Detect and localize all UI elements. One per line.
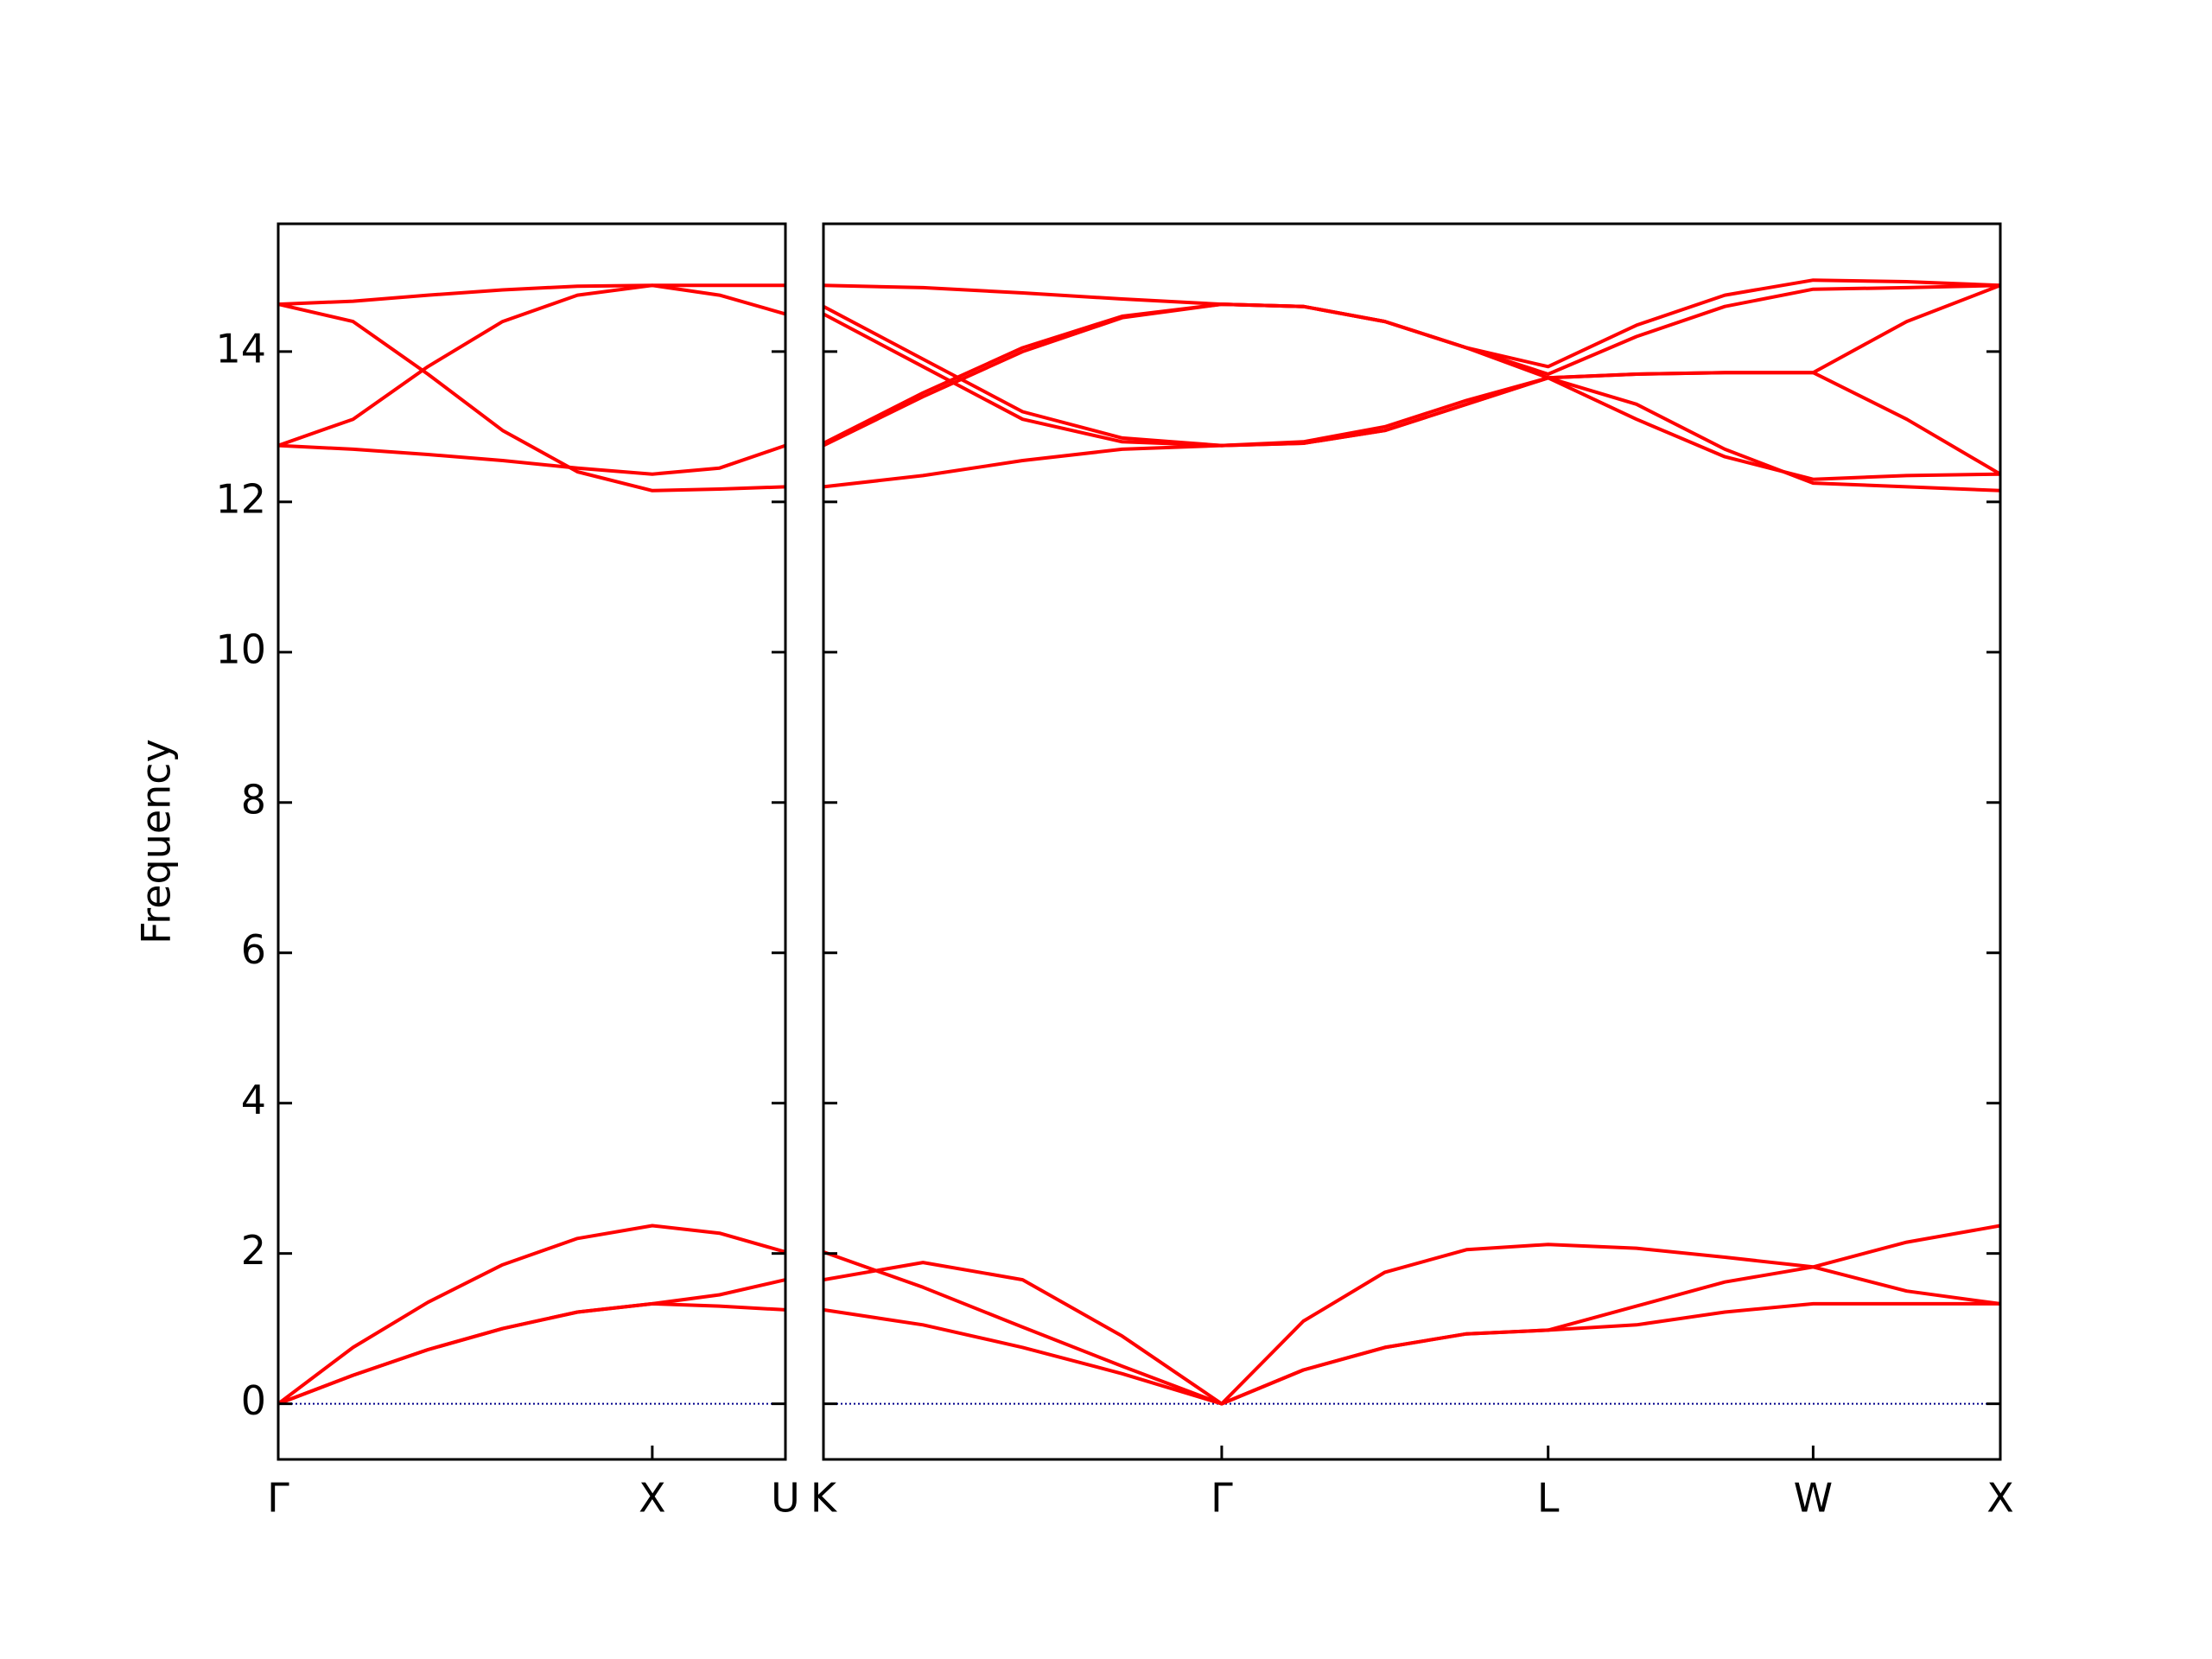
plot-frame [276, 222, 787, 1461]
y-tick-label: 6 [241, 926, 266, 973]
band-line [823, 376, 2001, 493]
x-tick-label: U [771, 1475, 800, 1522]
band-line [277, 283, 786, 448]
x-tick-label: Γ [267, 1475, 289, 1522]
y-tick-label: 0 [241, 1377, 266, 1424]
y-tick-label: 14 [215, 325, 266, 372]
y-axis-label: Frequency [133, 739, 180, 944]
x-tick-label: Γ [1211, 1475, 1233, 1522]
x-tick-label: K [810, 1475, 838, 1522]
x-tick-label: X [639, 1475, 666, 1522]
y-tick-label: 2 [241, 1227, 266, 1274]
x-tick-label: W [1794, 1475, 1833, 1522]
band-line [277, 1301, 786, 1406]
band-line [823, 312, 2002, 476]
band-line [277, 443, 786, 476]
band-line [277, 1278, 786, 1406]
y-tick-label: 12 [215, 475, 266, 522]
band-line [276, 1224, 786, 1406]
band-line [277, 302, 786, 493]
y-tick-label: 4 [241, 1077, 266, 1123]
x-tick-label: L [1537, 1475, 1560, 1522]
band-line [823, 304, 2001, 481]
band-line [823, 1224, 2001, 1406]
band-line [823, 1261, 2001, 1406]
y-tick-label: 8 [241, 776, 266, 823]
band-line [277, 283, 785, 307]
band-line [823, 283, 2001, 380]
x-tick-label: X [1986, 1475, 2014, 1522]
plot-frame [822, 222, 2002, 1461]
y-tick-label: 10 [215, 626, 266, 672]
